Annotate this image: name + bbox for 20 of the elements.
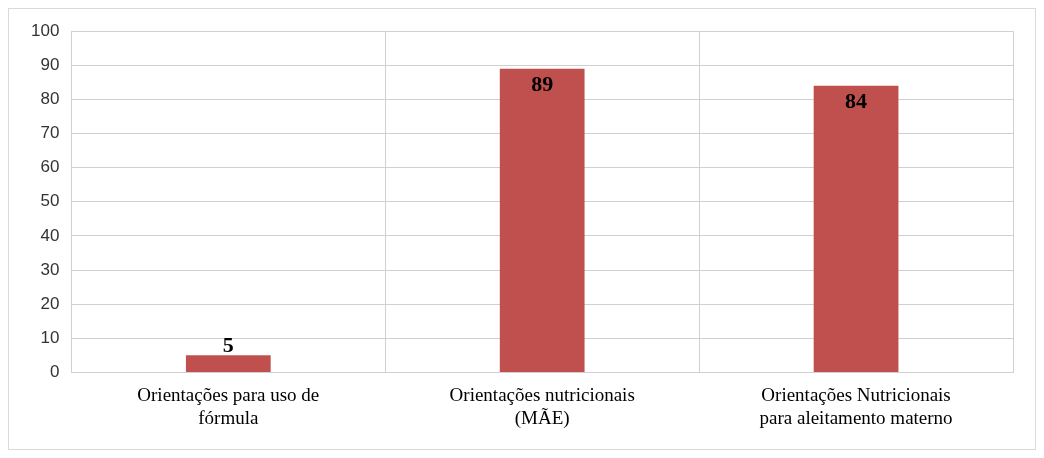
y-tick-label: 70 xyxy=(40,123,60,143)
y-tick-label: 80 xyxy=(40,89,60,109)
x-tick-label: Orientações Nutricionais para aleitamento materno xyxy=(759,383,953,428)
y-tick-label: 50 xyxy=(40,191,60,211)
bar xyxy=(499,68,585,372)
y-tick-label: 100 xyxy=(30,20,60,40)
y-tick-label: 30 xyxy=(40,259,60,279)
y-tick-label: 20 xyxy=(40,293,60,313)
data-label: 84 xyxy=(845,88,868,114)
bar xyxy=(813,85,899,372)
x-tick-label: Orientações para uso de fórmula xyxy=(137,383,320,428)
y-tick-label: 0 xyxy=(49,362,60,382)
data-label: 89 xyxy=(531,71,554,97)
y-tick-label: 90 xyxy=(40,55,60,75)
y-tick-label: 10 xyxy=(40,327,60,347)
data-label: 5 xyxy=(222,332,234,358)
x-tick-label: Orientações nutricionais (MÃE) xyxy=(449,383,635,429)
y-tick-label: 60 xyxy=(40,157,60,177)
bar xyxy=(185,355,271,372)
y-tick-label: 40 xyxy=(40,225,60,245)
